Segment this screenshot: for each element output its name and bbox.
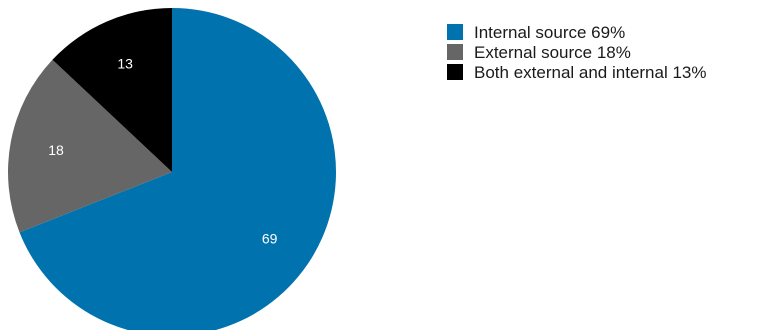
legend-item: Both external and internal 13% [447, 63, 707, 82]
slice-data-label: 13 [117, 56, 133, 72]
slice-data-label: 18 [48, 142, 64, 158]
pie-slices [8, 8, 336, 330]
legend-label: Both external and internal 13% [474, 63, 707, 82]
legend-label: External source 18% [474, 43, 631, 62]
legend: Internal source 69%External source 18%Bo… [447, 23, 707, 82]
legend-swatch [447, 64, 463, 80]
legend-label: Internal source 69% [474, 23, 625, 42]
legend-swatch [447, 24, 463, 40]
legend-item: Internal source 69% [447, 23, 625, 42]
pie-slice-1 [19, 8, 336, 330]
legend-item: External source 18% [447, 43, 631, 62]
pie-slice-2 [8, 59, 172, 233]
legend-swatch [447, 44, 463, 60]
pie-slice-3 [52, 8, 173, 172]
slice-data-label: 69 [262, 230, 278, 246]
pie-data-labels: 69 18 13 [48, 56, 277, 247]
